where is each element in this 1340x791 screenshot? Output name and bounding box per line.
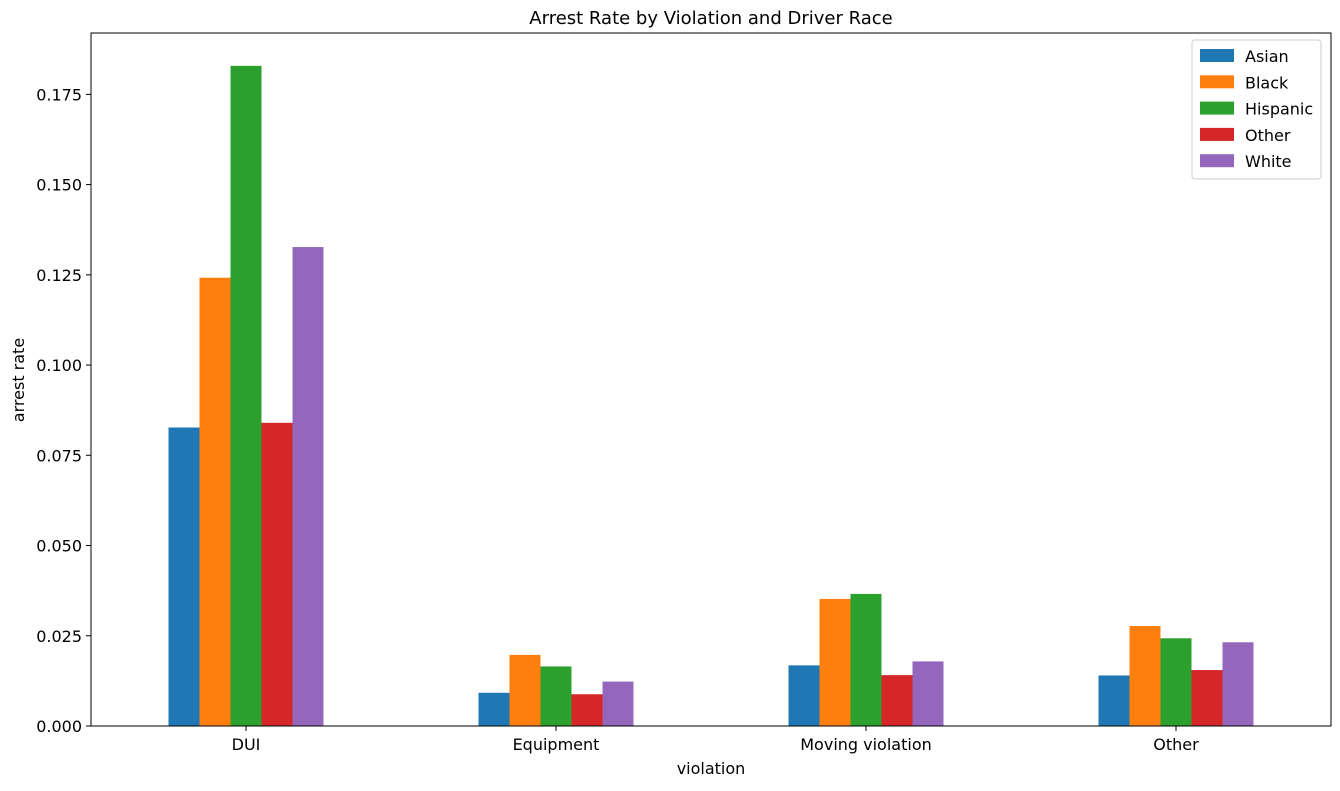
- bar-hispanic-3: [1160, 638, 1192, 726]
- bar-hispanic-1: [540, 666, 572, 726]
- y-tick-label: 0.175: [36, 85, 82, 104]
- legend-swatch-white: [1200, 154, 1234, 168]
- y-tick-label: 0.075: [36, 446, 82, 465]
- bar-hispanic-2: [850, 593, 882, 726]
- x-axis-label: violation: [677, 759, 746, 778]
- bars-layer: [168, 65, 1254, 727]
- bar-hispanic-0: [230, 65, 262, 727]
- legend-label: White: [1245, 152, 1292, 171]
- bar-other-1: [571, 694, 603, 726]
- bar-white-2: [912, 661, 944, 726]
- legend-label: Asian: [1245, 47, 1289, 66]
- x-tick-label: Moving violation: [800, 735, 932, 754]
- y-axis-label: arrest rate: [9, 338, 28, 422]
- x-tick-label: Equipment: [513, 735, 600, 754]
- y-tick-label: 0.000: [36, 717, 82, 736]
- y-tick-label: 0.125: [36, 266, 82, 285]
- bar-other-3: [1191, 670, 1223, 726]
- bar-white-3: [1222, 642, 1254, 726]
- bar-black-2: [819, 598, 851, 726]
- x-tick-label: Other: [1153, 735, 1199, 754]
- chart-title: Arrest Rate by Violation and Driver Race: [529, 8, 892, 29]
- bar-white-1: [602, 681, 634, 726]
- bar-black-0: [199, 277, 231, 726]
- bar-black-3: [1129, 626, 1161, 726]
- legend-swatch-hispanic: [1200, 101, 1234, 115]
- bar-black-1: [509, 654, 541, 726]
- bar-other-0: [261, 422, 293, 726]
- bar-asian-1: [478, 692, 510, 726]
- plot-frame: [90, 32, 1332, 727]
- legend-swatch-asian: [1200, 49, 1234, 62]
- y-tick-label: 0.150: [36, 176, 82, 195]
- legend-label: Hispanic: [1245, 100, 1313, 119]
- legend-label: Black: [1245, 73, 1289, 92]
- y-tick-label: 0.100: [36, 356, 82, 375]
- legend: Asian Black Hispanic Other White: [1191, 39, 1322, 180]
- legend-swatch-other: [1200, 127, 1234, 141]
- bar-asian-0: [168, 427, 200, 726]
- bar-asian-2: [788, 665, 820, 726]
- legend-label: Other: [1245, 126, 1291, 145]
- y-tick-label: 0.025: [36, 627, 82, 646]
- bar-asian-3: [1098, 675, 1130, 726]
- bar-white-0: [292, 247, 324, 727]
- legend-swatch-black: [1200, 75, 1234, 89]
- x-tick-label: DUI: [232, 735, 261, 754]
- bar-other-2: [881, 675, 913, 726]
- axes-layer: DUI Equipment Moving violation Other 0.000 0.…: [36, 32, 1332, 754]
- y-tick-label: 0.050: [36, 537, 82, 556]
- legend-box: [1191, 39, 1322, 180]
